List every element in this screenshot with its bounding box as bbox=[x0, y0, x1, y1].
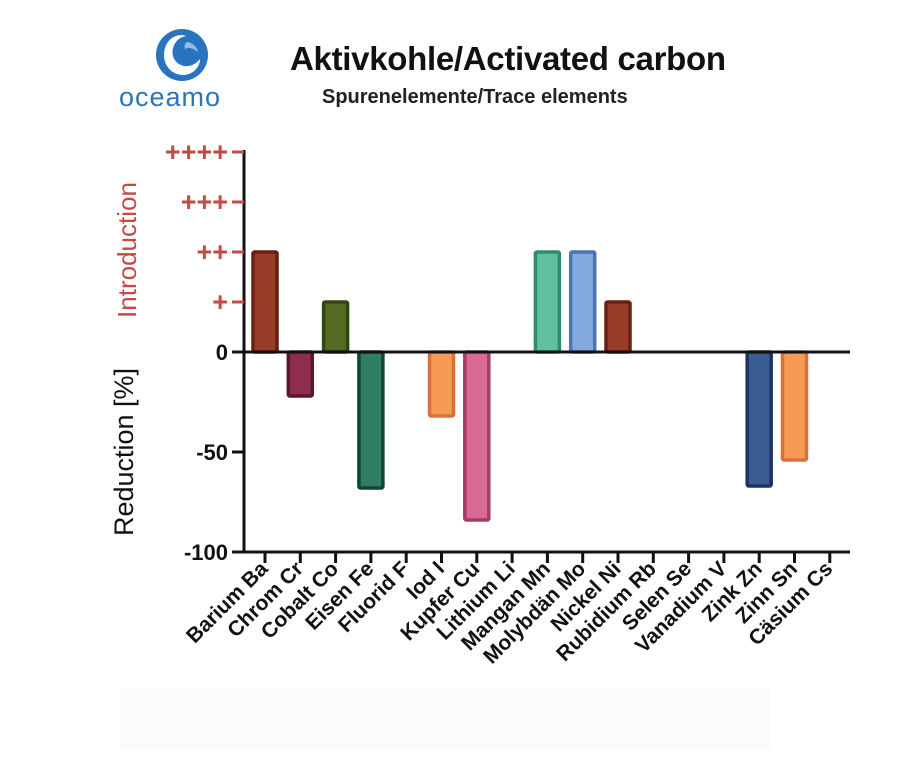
chart-title: Aktivkohle/Activated carbon bbox=[290, 40, 726, 77]
logo-text: oceamo bbox=[119, 82, 222, 112]
bar-barium-ba bbox=[251, 250, 279, 354]
bar-zinn-sn bbox=[780, 350, 809, 462]
intro-tick-label: ++++ bbox=[165, 137, 228, 167]
bar-molybd-n-mo bbox=[568, 250, 597, 354]
intro-tick-label: + bbox=[212, 287, 228, 317]
reduction-tick-label: -100 bbox=[184, 540, 228, 565]
wave-logo-icon bbox=[156, 29, 208, 81]
y-axis-label-introduction: Introduction bbox=[112, 182, 142, 318]
bar-zink-zn bbox=[745, 350, 773, 488]
reduction-tick-label: -50 bbox=[196, 440, 228, 465]
y-axis-label-reduction: Reduction [%] bbox=[109, 368, 139, 536]
chart-subtitle: Spurenelemente/Trace elements bbox=[322, 86, 628, 108]
intro-tick-label: +++ bbox=[181, 187, 228, 217]
label-background bbox=[120, 688, 770, 750]
oceamo-logo: oceamo bbox=[108, 28, 258, 112]
bars-layer bbox=[251, 250, 809, 522]
ticks-layer bbox=[232, 150, 832, 563]
reduction-tick-label: 0 bbox=[216, 340, 228, 365]
bar-kupfer-cu bbox=[463, 350, 491, 522]
bar-chrom-cr bbox=[286, 350, 315, 398]
bar-iod-i bbox=[427, 350, 456, 418]
bar-eisen-fe bbox=[357, 350, 385, 490]
bar-nickel-ni bbox=[604, 300, 632, 354]
bar-mangan-mn bbox=[533, 250, 562, 354]
intro-tick-label: ++ bbox=[196, 237, 228, 267]
bar-cobalt-co bbox=[321, 300, 350, 354]
axes-layer bbox=[242, 150, 850, 554]
